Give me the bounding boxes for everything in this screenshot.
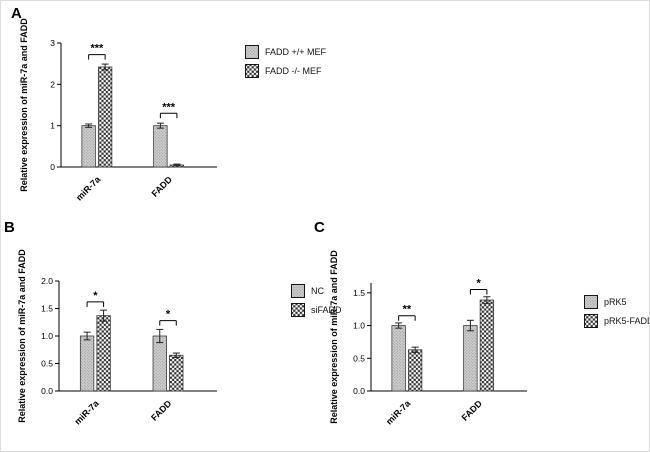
- svg-text:0: 0: [50, 162, 55, 172]
- svg-text:*: *: [476, 278, 481, 290]
- svg-text:Relative expression of miR-7a: Relative expression of miR-7a and FADD: [17, 249, 27, 423]
- svg-text:*: *: [166, 309, 171, 321]
- legend-item: pRK5: [584, 295, 649, 309]
- svg-text:0.5: 0.5: [353, 353, 365, 363]
- legend-label: pRK5-FADD: [604, 316, 650, 326]
- legend-item: FADD -/- MEF: [245, 64, 326, 78]
- legend-item: pRK5-FADD: [584, 314, 650, 328]
- legend-label: FADD -/- MEF: [265, 66, 322, 76]
- panel-a-chart: 0 1 2 3 Relative expression of miR-7a and FA…: [19, 18, 217, 203]
- panel-c-chart: 0.0 0.5 1.0 1.5 Relative expression of miR-7…: [329, 250, 527, 427]
- panel-a-legend: FADD +/+ MEF FADD -/- MEF: [245, 45, 326, 78]
- svg-text:0.0: 0.0: [353, 386, 365, 396]
- svg-text:Relative expression of miR-7a: Relative expression of miR-7a and FADD: [329, 250, 339, 424]
- svg-text:1.5: 1.5: [353, 288, 365, 298]
- svg-text:2.0: 2.0: [41, 276, 53, 286]
- svg-text:1.0: 1.0: [353, 321, 365, 331]
- svg-text:miR-7a: miR-7a: [72, 398, 101, 427]
- panel-a-label: A: [11, 5, 22, 22]
- svg-text:2: 2: [50, 79, 55, 89]
- svg-text:miR-7a: miR-7a: [384, 398, 413, 427]
- legend-item: siFADD: [291, 303, 342, 317]
- legend-item: FADD +/+ MEF: [245, 45, 326, 59]
- svg-text:miR-7a: miR-7a: [74, 174, 103, 203]
- svg-text:***: ***: [90, 43, 104, 55]
- svg-text:**: **: [403, 304, 412, 316]
- svg-text:0.0: 0.0: [41, 386, 53, 396]
- legend-swatch-stipple-icon: [584, 295, 598, 309]
- legend-label: NC: [311, 286, 324, 296]
- panel-b-chart: 0.0 0.5 1.0 1.5 2.0 Relative expression of mi…: [17, 249, 217, 427]
- svg-text:0.5: 0.5: [41, 359, 53, 369]
- svg-text:***: ***: [162, 101, 176, 113]
- panel-b-legend: NC siFADD: [291, 284, 342, 317]
- legend-swatch-check-icon: [584, 314, 598, 328]
- legend-swatch-stipple-icon: [245, 45, 259, 59]
- svg-text:Relative expression of miR-7a: Relative expression of miR-7a and FADD: [19, 18, 29, 192]
- legend-swatch-check-icon: [245, 64, 259, 78]
- legend-label: siFADD: [311, 305, 342, 315]
- legend-swatch-stipple-icon: [291, 284, 305, 298]
- legend-label: pRK5: [604, 297, 627, 307]
- svg-text:1.5: 1.5: [41, 304, 53, 314]
- legend-swatch-check-icon: [291, 303, 305, 317]
- svg-text:FADD: FADD: [460, 398, 485, 423]
- svg-text:FADD: FADD: [149, 398, 174, 423]
- svg-text:*: *: [93, 290, 98, 302]
- svg-text:3: 3: [50, 38, 55, 48]
- legend-item: NC: [291, 284, 342, 298]
- svg-text:1.0: 1.0: [41, 331, 53, 341]
- panel-c-legend: pRK5 pRK5-FADD: [584, 295, 650, 328]
- panel-b-label: B: [4, 219, 15, 236]
- svg-text:FADD: FADD: [150, 174, 175, 199]
- panel-c-label: C: [314, 219, 325, 236]
- legend-label: FADD +/+ MEF: [265, 47, 327, 57]
- svg-text:1: 1: [50, 121, 55, 131]
